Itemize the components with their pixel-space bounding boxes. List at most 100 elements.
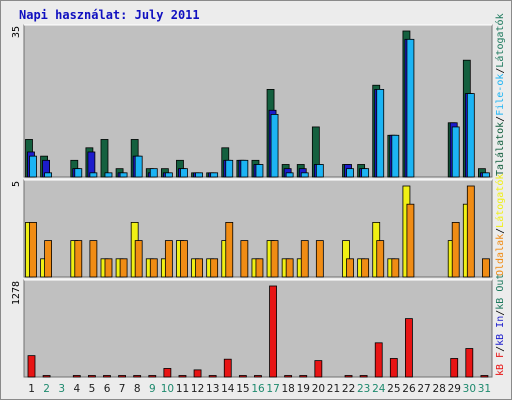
bar-files-day-7 xyxy=(119,172,128,178)
bar-files-day-9 xyxy=(149,168,158,178)
x-tick-day-19: 19 xyxy=(297,383,310,395)
bar-pages-day-19 xyxy=(300,240,309,278)
panel-1-legend-hits: Találatok xyxy=(494,122,506,176)
bar-pages-day-14 xyxy=(225,221,234,278)
bar-kb-day-11 xyxy=(178,375,187,378)
x-tick-day-30: 30 xyxy=(463,383,476,395)
bar-files-day-2 xyxy=(44,172,52,178)
panel-1-legend-separator: / xyxy=(495,116,506,122)
bar-files-day-31 xyxy=(482,172,490,178)
panel-3-ymax-label: 1278 xyxy=(11,281,22,305)
x-tick-day-10: 10 xyxy=(161,383,174,395)
bar-pages-day-20 xyxy=(315,240,324,278)
bar-kb-day-29 xyxy=(450,358,459,378)
panel-1-ymax-label: 35 xyxy=(11,26,22,38)
bar-files-day-24 xyxy=(376,89,385,178)
bar-files-day-11 xyxy=(180,168,188,178)
bar-files-day-16 xyxy=(255,164,264,178)
x-tick-day-1: 1 xyxy=(28,383,35,395)
bar-kb-day-19 xyxy=(299,375,308,378)
bar-files-day-23 xyxy=(361,168,370,178)
bar-files-day-19 xyxy=(300,172,309,178)
x-tick-day-21: 21 xyxy=(327,383,340,395)
bar-kb-day-12 xyxy=(193,369,202,378)
x-tick-day-26: 26 xyxy=(402,383,416,395)
x-tick-day-20: 20 xyxy=(312,383,325,395)
bar-pages-day-11 xyxy=(180,240,188,278)
bar-kb-day-25 xyxy=(389,358,398,378)
bar-kb-day-17 xyxy=(269,285,277,378)
bar-pages-day-29 xyxy=(451,221,460,278)
x-tick-day-15: 15 xyxy=(236,383,249,395)
x-tick-day-16: 16 xyxy=(251,383,265,395)
bar-pages-day-22 xyxy=(346,258,354,278)
bar-files-day-29 xyxy=(451,126,460,178)
x-tick-day-13: 13 xyxy=(206,383,219,395)
x-tick-day-5: 5 xyxy=(89,383,96,395)
bar-files-day-5 xyxy=(89,172,98,178)
x-tick-day-8: 8 xyxy=(134,383,141,395)
panel-1-legend: Találatok/File-ok/Látogatók xyxy=(494,13,506,176)
bar-files-day-25 xyxy=(391,134,400,178)
panel-3-legend-kb_in: kB In xyxy=(495,316,506,346)
bar-pages-day-18 xyxy=(285,258,294,278)
bar-kb-day-20 xyxy=(314,360,323,378)
bar-kb-day-5 xyxy=(87,375,96,378)
panel-3-legend-separator: / xyxy=(495,310,506,316)
bar-kb-day-15 xyxy=(238,375,247,378)
bar-pages-day-25 xyxy=(391,258,400,278)
x-tick-day-4: 4 xyxy=(73,383,80,395)
bar-kb-day-24 xyxy=(374,342,383,378)
x-tick-day-3: 3 xyxy=(58,383,65,395)
bar-files-day-30 xyxy=(466,93,475,178)
bar-kb-day-10 xyxy=(163,368,172,378)
bar-pages-day-8 xyxy=(134,240,143,278)
bar-files-day-17 xyxy=(270,114,279,178)
bar-pages-day-16 xyxy=(255,258,264,278)
bar-kb-day-1 xyxy=(27,355,36,378)
x-tick-day-25: 25 xyxy=(387,383,400,395)
bar-pages-day-9 xyxy=(149,258,158,278)
bar-pages-day-26 xyxy=(406,203,415,278)
x-tick-day-12: 12 xyxy=(191,383,204,395)
bar-kb-day-9 xyxy=(148,375,157,378)
x-tick-day-28: 28 xyxy=(432,383,445,395)
panel-2-legend-separator: / xyxy=(495,228,506,234)
x-tick-day-22: 22 xyxy=(342,383,355,395)
bar-kb-day-23 xyxy=(359,375,368,378)
x-tick-day-27: 27 xyxy=(417,383,430,395)
bar-pages-day-30 xyxy=(466,185,475,278)
bar-files-day-4 xyxy=(74,168,83,178)
bar-pages-day-7 xyxy=(119,258,128,278)
bar-kb-day-22 xyxy=(344,375,353,378)
bar-files-day-1 xyxy=(29,155,37,178)
panel-3-legend-kb_out: kB Out xyxy=(495,274,506,310)
bar-files-day-14 xyxy=(225,159,234,178)
x-tick-day-18: 18 xyxy=(282,383,295,395)
bar-files-day-18 xyxy=(285,172,294,178)
bar-pages-day-24 xyxy=(376,240,385,278)
x-tick-day-17: 17 xyxy=(266,383,279,395)
bar-kb-day-2 xyxy=(42,375,51,378)
panel-2-legend-pages2: Látogatók xyxy=(494,174,506,228)
bar-files-day-8 xyxy=(134,155,143,178)
bar-pages-day-5 xyxy=(89,240,98,278)
bar-pages-day-15 xyxy=(240,240,249,278)
bar-files-day-15 xyxy=(240,159,249,178)
panel-3-plot-area xyxy=(23,279,493,378)
bar-pages-day-1 xyxy=(29,221,37,278)
bar-kb-day-6 xyxy=(103,375,111,378)
bar-kb-day-31 xyxy=(480,375,489,378)
x-tick-day-9: 9 xyxy=(149,383,156,395)
bar-files-day-6 xyxy=(104,172,113,178)
panel-1-legend-visits: Látogatók xyxy=(494,13,506,67)
panel-2-legend-pages3: Oldalak xyxy=(495,234,506,276)
bar-pages-day-12 xyxy=(195,258,203,278)
x-tick-day-24: 24 xyxy=(372,383,386,395)
bar-kb-day-4 xyxy=(72,375,81,378)
panel-1-legend-separator: / xyxy=(495,68,506,74)
bar-kb-day-14 xyxy=(223,358,232,378)
x-tick-day-7: 7 xyxy=(119,383,126,395)
bar-pages-day-31 xyxy=(482,258,490,278)
